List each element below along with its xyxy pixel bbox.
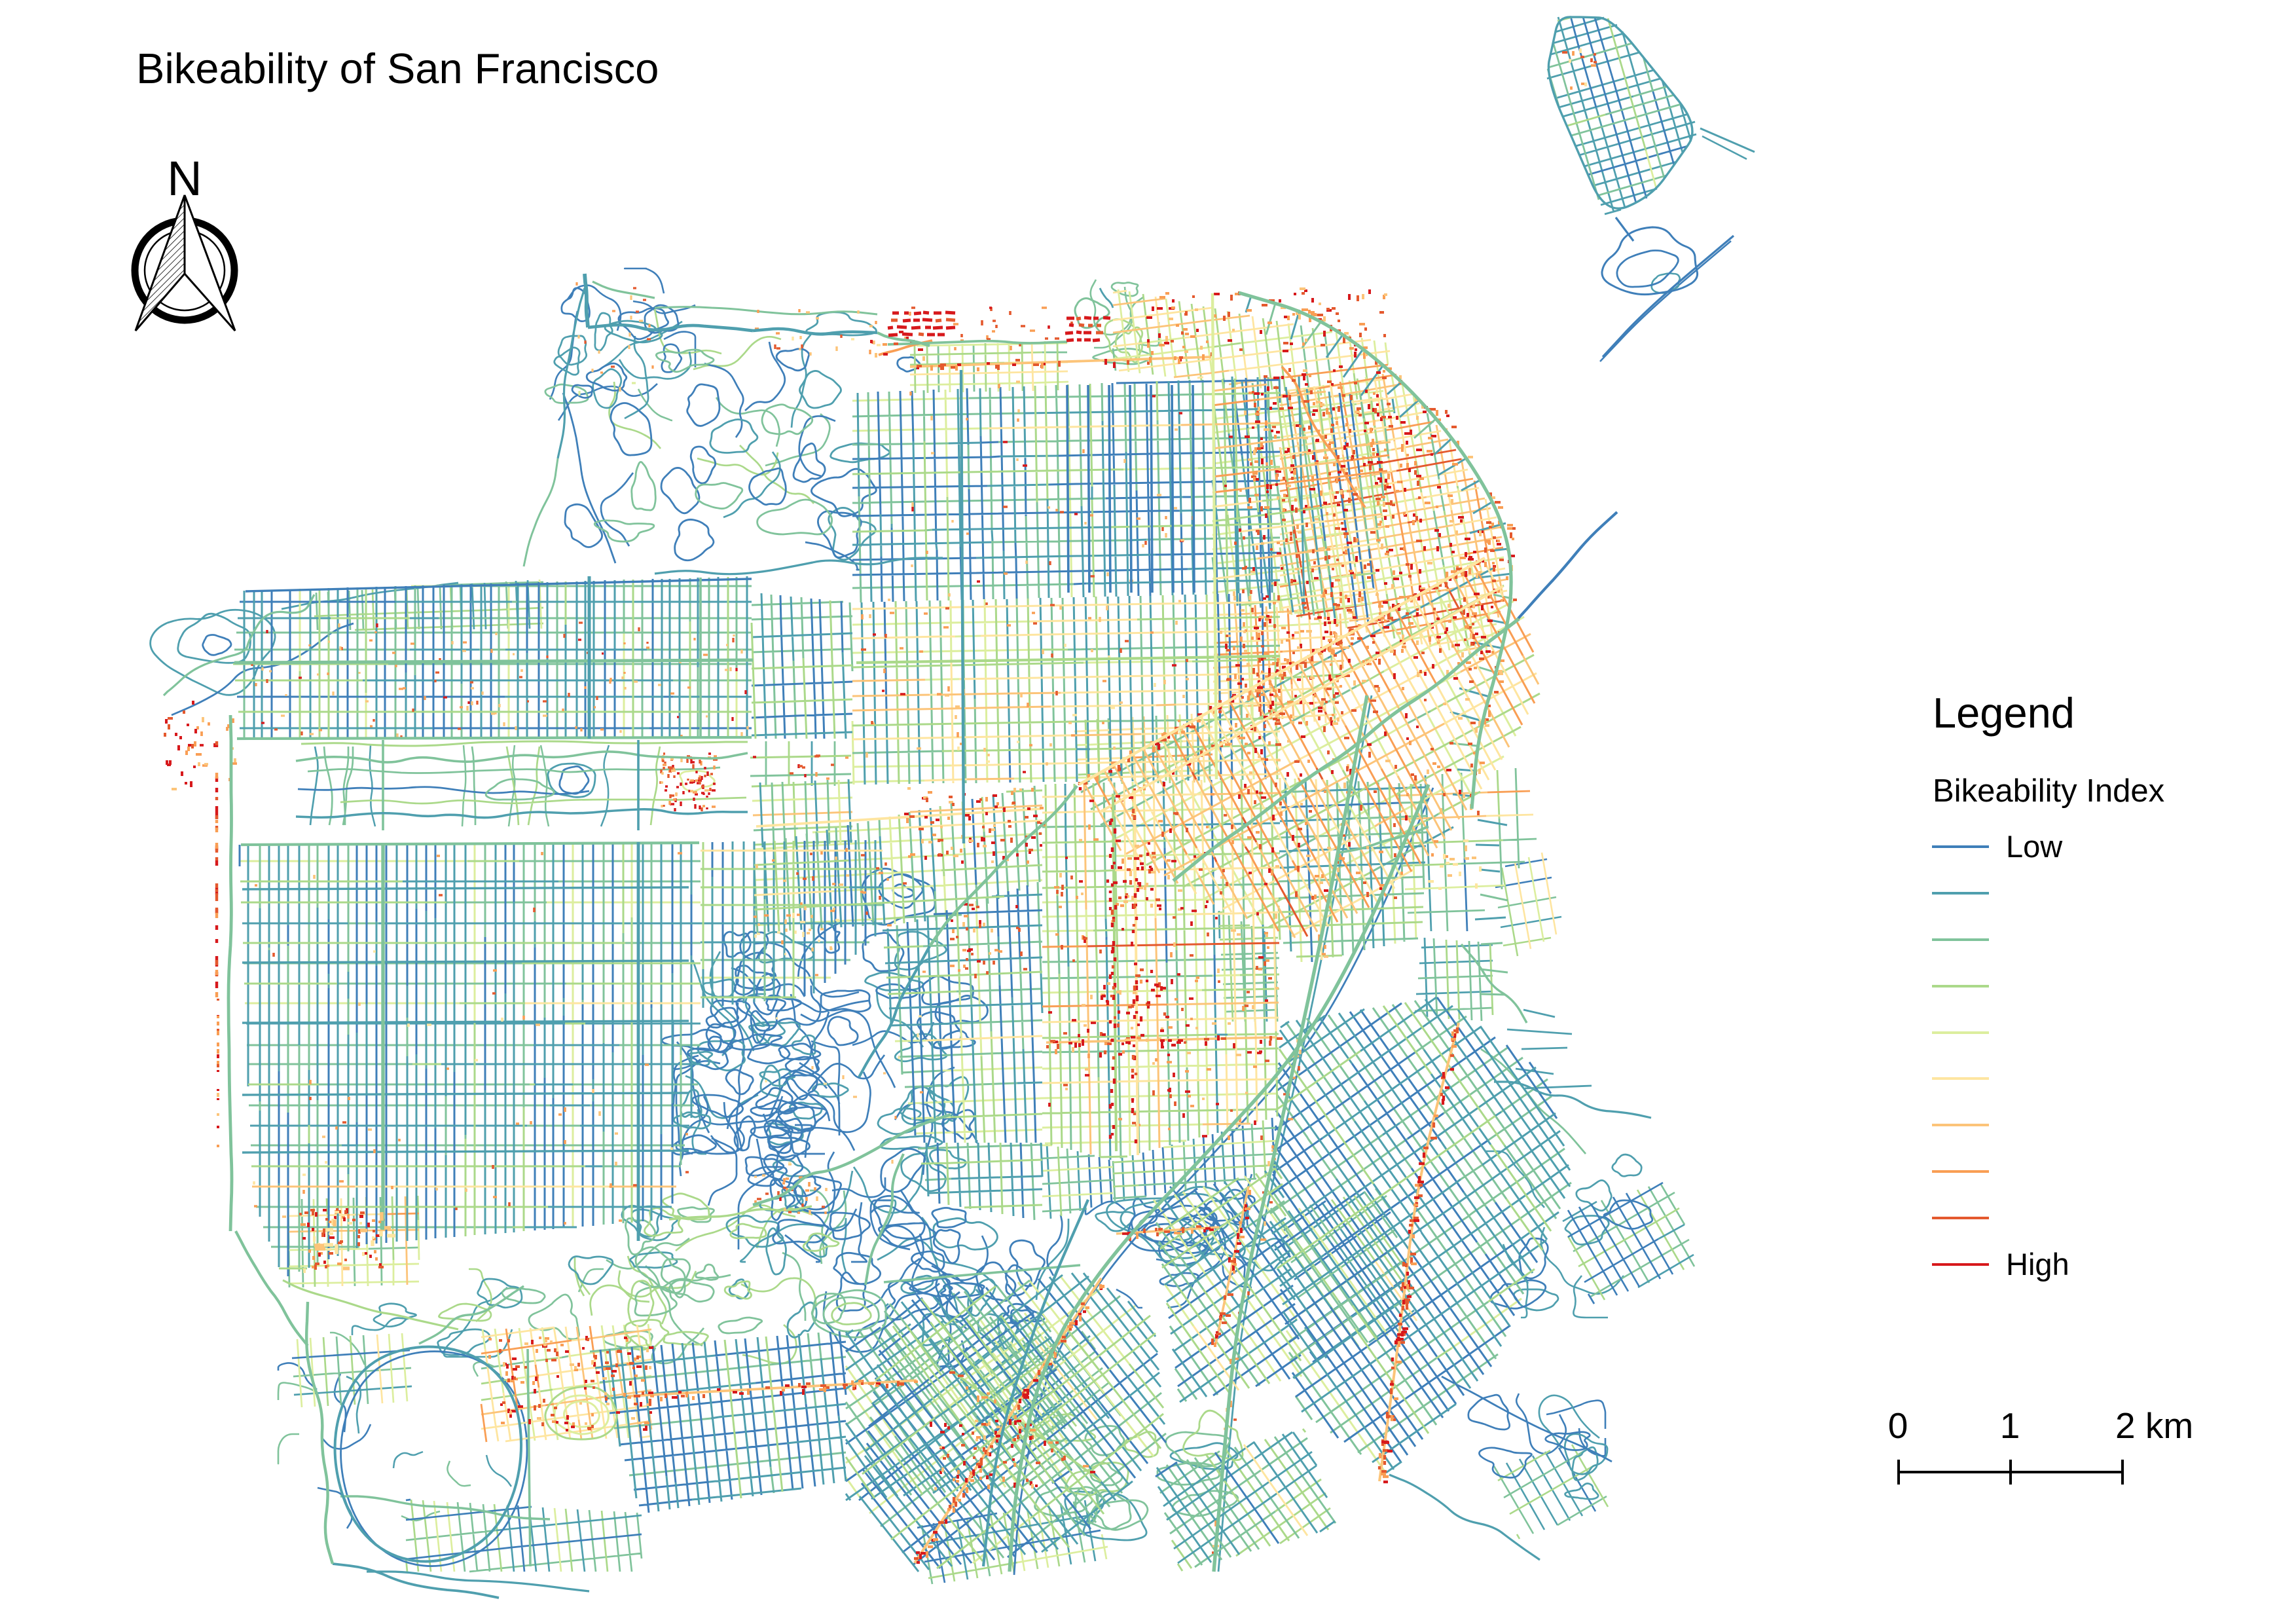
svg-text:2 km: 2 km	[2115, 1405, 2193, 1446]
svg-text:1: 1	[2000, 1405, 2020, 1446]
svg-text:0: 0	[1888, 1405, 1908, 1446]
svg-text:Bikeability of San Francisco: Bikeability of San Francisco	[136, 45, 659, 92]
svg-text:N: N	[167, 151, 202, 206]
svg-text:Legend: Legend	[1933, 689, 2075, 737]
svg-text:Low: Low	[2006, 829, 2063, 864]
svg-text:High: High	[2006, 1247, 2069, 1282]
svg-text:Bikeability Index: Bikeability Index	[1933, 773, 2164, 809]
